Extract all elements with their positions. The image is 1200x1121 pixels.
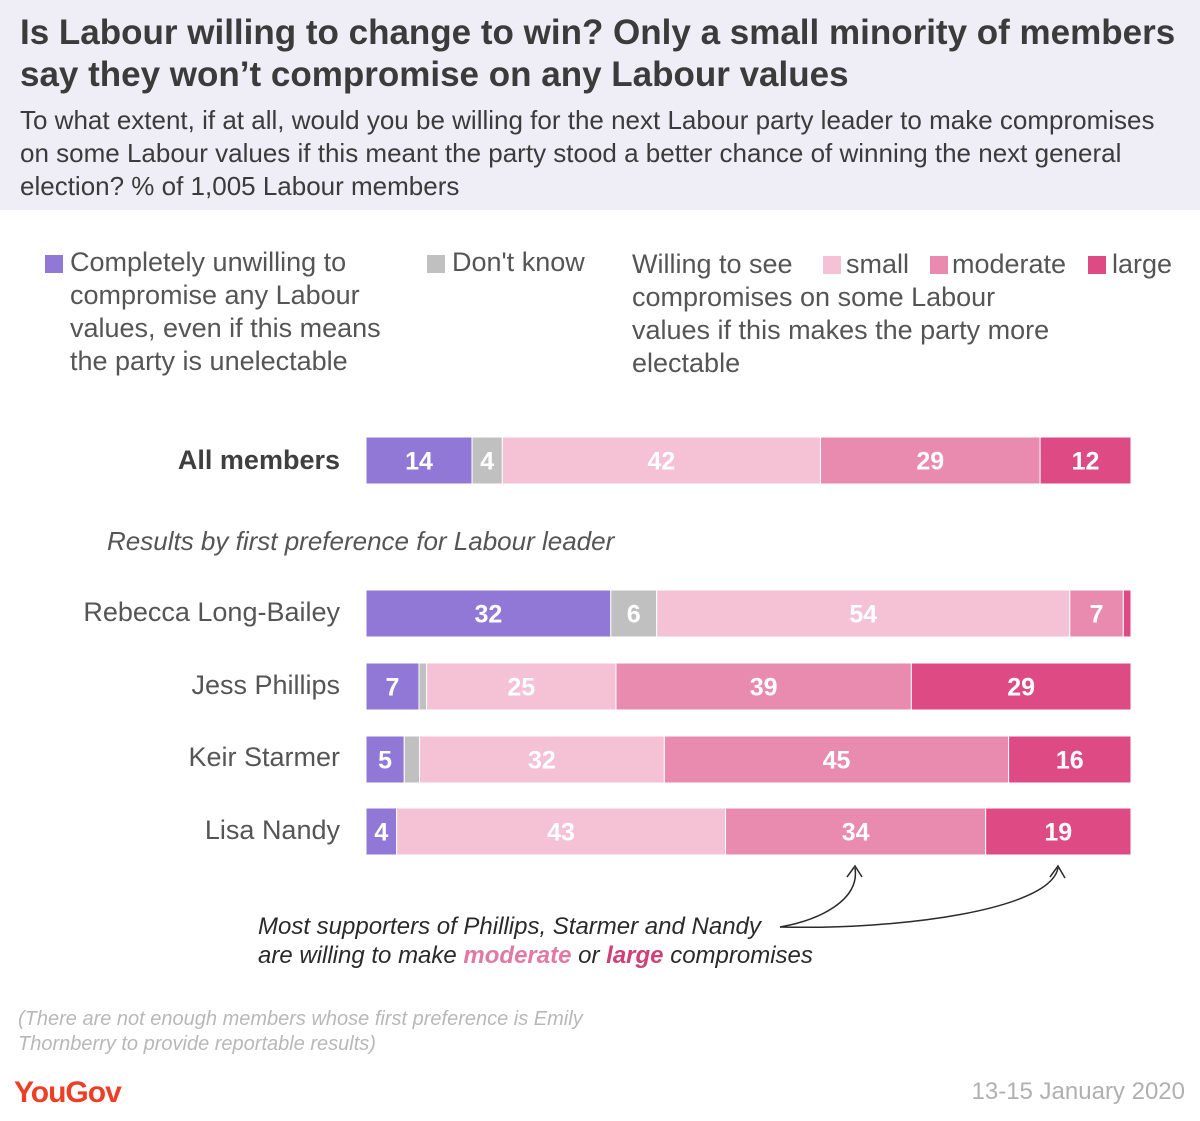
bar-label-dont_know-row-0: 4 bbox=[480, 448, 494, 476]
bar-dont_know-row-1 bbox=[610, 589, 658, 638]
bar-label-unwilling-row-2: 7 bbox=[386, 674, 400, 702]
annotation-large: large bbox=[606, 942, 664, 969]
fieldwork-date: 13-15 January 2020 bbox=[971, 1078, 1186, 1105]
bar-moderate-row-4 bbox=[725, 807, 987, 856]
arrow-to-moderate bbox=[779, 867, 857, 928]
chart-subtitle: To what extent, if at all, would you be … bbox=[20, 105, 1155, 201]
annotation-moderate: moderate bbox=[463, 942, 572, 969]
bar-label-dont_know-row-1: 6 bbox=[627, 601, 641, 629]
legend-label-large: large bbox=[1112, 249, 1173, 279]
bar-large-row-1 bbox=[1122, 589, 1132, 638]
bar-label-unwilling-row-1: 32 bbox=[474, 601, 502, 629]
bar-label-moderate-row-1: 7 bbox=[1090, 601, 1104, 629]
annotation-or: or bbox=[578, 942, 600, 969]
legend-label-moderate: moderate bbox=[952, 249, 1067, 279]
bar-unwilling-row-3 bbox=[365, 735, 405, 784]
bar-label-moderate-row-2: 39 bbox=[750, 674, 778, 702]
chart-title: Is Labour willing to change to win? Only… bbox=[20, 13, 1176, 94]
header-band bbox=[0, 0, 1200, 210]
row-label-all-members: All members bbox=[177, 445, 340, 475]
bar-dont_know-row-2 bbox=[418, 662, 428, 711]
bar-label-unwilling-row-0: 14 bbox=[405, 448, 433, 476]
bar-small-row-0 bbox=[501, 436, 821, 485]
bar-label-large-row-2: 29 bbox=[1007, 674, 1035, 702]
annotation-arrows bbox=[779, 864, 1066, 929]
legend-label-willing-suffix: compromises on some Labour values if thi… bbox=[632, 282, 1050, 378]
bar-label-large-row-0: 12 bbox=[1072, 448, 1100, 476]
yougov-logo: YouGov bbox=[14, 1076, 122, 1109]
legend-label-unwilling: Completely unwilling to compromise any L… bbox=[70, 247, 381, 376]
bar-moderate-row-3 bbox=[663, 735, 1010, 784]
legend-swatch-dont-know bbox=[427, 255, 445, 273]
bar-large-row-3 bbox=[1008, 735, 1132, 784]
bar-small-row-2 bbox=[426, 662, 617, 711]
annotation-text-a: are willing to make bbox=[258, 942, 457, 969]
bar-large-row-4 bbox=[985, 807, 1132, 856]
legend-swatch-moderate bbox=[930, 256, 948, 274]
bar-unwilling-row-0 bbox=[365, 436, 473, 485]
footnote: (There are not enough members whose firs… bbox=[18, 1008, 583, 1055]
bar-label-moderate-row-3: 45 bbox=[823, 747, 851, 775]
bar-label-moderate-row-4: 34 bbox=[842, 819, 870, 847]
legend-swatch-small bbox=[823, 256, 841, 274]
bar-dont_know-row-0 bbox=[471, 436, 503, 485]
bar-label-unwilling-row-4: 4 bbox=[374, 819, 388, 847]
bar-label-small-row-1: 54 bbox=[849, 601, 877, 629]
legend-swatch-unwilling bbox=[45, 255, 63, 273]
bar-large-row-0 bbox=[1039, 436, 1132, 485]
annotation-text: Most supporters of Phillips, Starmer and… bbox=[258, 912, 813, 970]
bar-label-small-row-0: 42 bbox=[647, 448, 675, 476]
legend-label-willing-prefix: Willing to see bbox=[632, 249, 793, 279]
bar-label-large-row-3: 16 bbox=[1056, 747, 1084, 775]
bar-unwilling-row-2 bbox=[365, 662, 420, 711]
annotation-line-2: are willing to make moderate or large co… bbox=[258, 941, 813, 970]
bar-small-row-3 bbox=[419, 735, 665, 784]
bar-label-small-row-4: 43 bbox=[547, 819, 575, 847]
bar-dont_know-row-3 bbox=[403, 735, 421, 784]
legend-swatch-large bbox=[1088, 256, 1106, 274]
bar-label-moderate-row-0: 29 bbox=[916, 448, 944, 476]
row-label-nandy: Lisa Nandy bbox=[204, 815, 340, 845]
arrow-to-large bbox=[779, 867, 1059, 929]
bar-label-small-row-2: 25 bbox=[507, 674, 535, 702]
legend-label-small: small bbox=[846, 249, 910, 279]
legend-label-dont-know: Don't know bbox=[452, 247, 585, 277]
bar-large-row-2 bbox=[910, 662, 1132, 711]
bar-label-large-row-4: 19 bbox=[1044, 819, 1072, 847]
row-label-long-bailey: Rebecca Long-Bailey bbox=[83, 597, 340, 627]
section-label: Results by first preference for Labour l… bbox=[107, 526, 615, 556]
bar-label-small-row-3: 32 bbox=[528, 747, 556, 775]
annotation-text-b: compromises bbox=[670, 942, 813, 969]
bar-moderate-row-2 bbox=[615, 662, 912, 711]
row-label-phillips: Jess Phillips bbox=[191, 670, 340, 700]
bar-moderate-row-1 bbox=[1069, 589, 1124, 638]
bar-unwilling-row-4 bbox=[365, 807, 398, 856]
annotation-line-1: Most supporters of Phillips, Starmer and… bbox=[258, 913, 761, 940]
row-label-starmer: Keir Starmer bbox=[188, 742, 340, 772]
bar-label-unwilling-row-3: 5 bbox=[378, 747, 392, 775]
